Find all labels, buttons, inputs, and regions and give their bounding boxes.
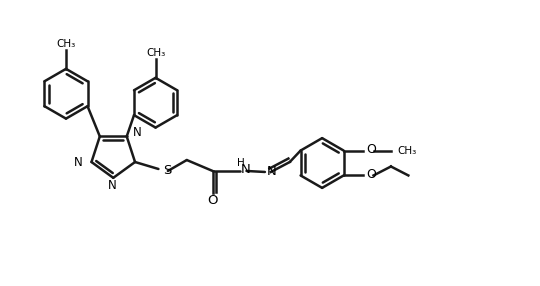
Text: O: O bbox=[367, 143, 376, 156]
Text: H: H bbox=[237, 158, 245, 168]
Text: N: N bbox=[75, 156, 83, 168]
Text: O: O bbox=[207, 194, 218, 207]
Text: N: N bbox=[241, 164, 251, 176]
Text: O: O bbox=[367, 168, 376, 181]
Text: CH₃: CH₃ bbox=[146, 48, 165, 58]
Text: N: N bbox=[108, 179, 117, 192]
Text: CH₃: CH₃ bbox=[56, 39, 76, 49]
Text: CH₃: CH₃ bbox=[397, 146, 417, 156]
Text: N: N bbox=[267, 166, 276, 178]
Text: S: S bbox=[163, 164, 171, 178]
Text: N: N bbox=[133, 126, 141, 139]
